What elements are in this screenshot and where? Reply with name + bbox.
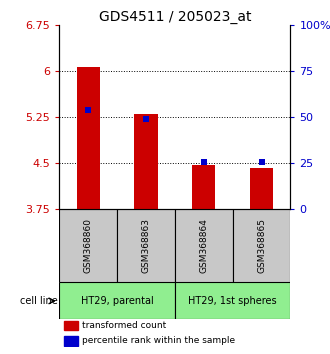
Text: HT29, parental: HT29, parental [81, 296, 153, 306]
Bar [77, 67, 100, 209]
Bar [59, 282, 175, 319]
Bar [233, 209, 290, 282]
Bar [64, 321, 78, 330]
Text: GSM368865: GSM368865 [257, 218, 266, 273]
Bar [175, 282, 290, 319]
Text: GSM368863: GSM368863 [142, 218, 150, 273]
Bar [135, 114, 158, 209]
Text: transformed count: transformed count [82, 321, 167, 330]
Bar [64, 336, 78, 346]
Text: GSM368860: GSM368860 [84, 218, 93, 273]
Bar [117, 209, 175, 282]
Bar [175, 209, 233, 282]
Title: GDS4511 / 205023_at: GDS4511 / 205023_at [99, 10, 251, 24]
Bar [192, 165, 215, 209]
Text: GSM368864: GSM368864 [199, 218, 208, 273]
Text: HT29, 1st spheres: HT29, 1st spheres [188, 296, 277, 306]
Bar [250, 169, 273, 209]
Text: cell line: cell line [20, 296, 58, 306]
Bar [59, 209, 117, 282]
Text: percentile rank within the sample: percentile rank within the sample [82, 336, 236, 346]
